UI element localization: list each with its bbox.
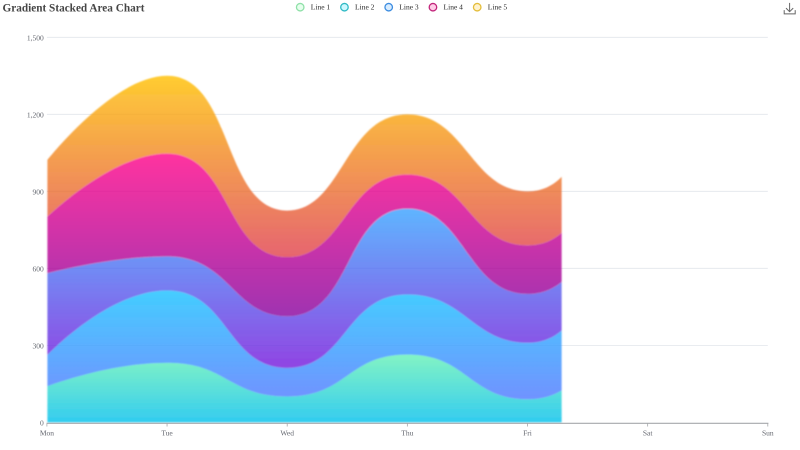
svg-text:Line 4: Line 4: [444, 3, 464, 12]
svg-text:1,500: 1,500: [27, 33, 44, 42]
svg-text:Thu: Thu: [401, 428, 413, 437]
svg-text:Fri: Fri: [523, 428, 532, 437]
svg-text:900: 900: [33, 187, 44, 196]
svg-text:Line 3: Line 3: [399, 3, 419, 12]
svg-text:Tue: Tue: [161, 428, 173, 437]
svg-text:Line 1: Line 1: [311, 3, 331, 12]
svg-text:Line 5: Line 5: [488, 3, 508, 12]
svg-text:0: 0: [40, 418, 44, 427]
svg-text:Sun: Sun: [762, 428, 774, 437]
svg-text:Mon: Mon: [40, 428, 54, 437]
svg-text:Line 2: Line 2: [355, 3, 375, 12]
svg-text:600: 600: [33, 264, 44, 273]
svg-text:300: 300: [33, 341, 44, 350]
svg-text:1,200: 1,200: [27, 110, 44, 119]
svg-text:Gradient Stacked Area Chart: Gradient Stacked Area Chart: [3, 2, 145, 14]
svg-text:Wed: Wed: [280, 428, 294, 437]
svg-text:Sat: Sat: [643, 428, 654, 437]
